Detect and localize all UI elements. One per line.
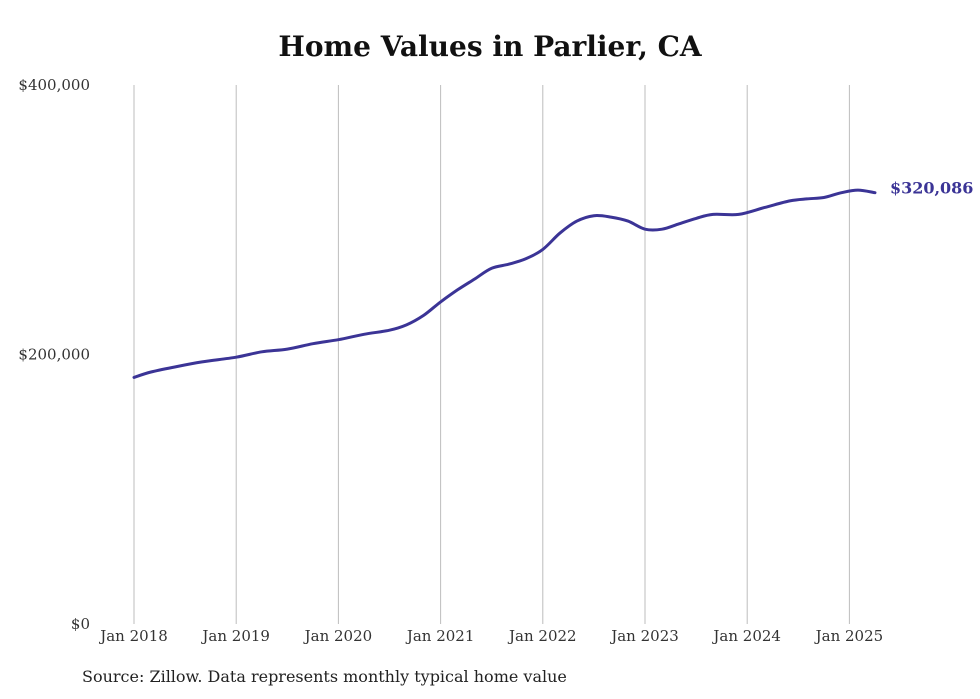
x-tick-label-7: Jan 2025 — [814, 627, 884, 645]
gridlines — [133, 85, 850, 624]
home-value-line — [132, 188, 877, 379]
x-tick-label-0: Jan 2018 — [98, 627, 168, 645]
x-tick-label-4: Jan 2022 — [507, 627, 577, 645]
y-axis-tick-labels: $0 $200,000 $400,000 — [18, 76, 90, 633]
x-axis-tick-labels: Jan 2018 Jan 2019 Jan 2020 Jan 2021 Jan 2022… — [98, 627, 883, 645]
x-tick-label-1: Jan 2019 — [200, 627, 270, 645]
x-tick-label-5: Jan 2023 — [609, 627, 679, 645]
chart-title: Home Values in Parlier, CA — [278, 30, 702, 63]
x-tick-label-6: Jan 2024 — [711, 627, 781, 645]
end-value-label: $320,086 — [890, 179, 974, 198]
y-tick-label-2: $400,000 — [18, 76, 90, 94]
x-tick-label-2: Jan 2020 — [303, 627, 373, 645]
x-tick-label-3: Jan 2021 — [405, 627, 475, 645]
source-note: Source: Zillow. Data represents monthly … — [82, 667, 567, 686]
y-tick-label-1: $200,000 — [18, 346, 90, 364]
y-tick-label-0: $0 — [71, 615, 90, 633]
